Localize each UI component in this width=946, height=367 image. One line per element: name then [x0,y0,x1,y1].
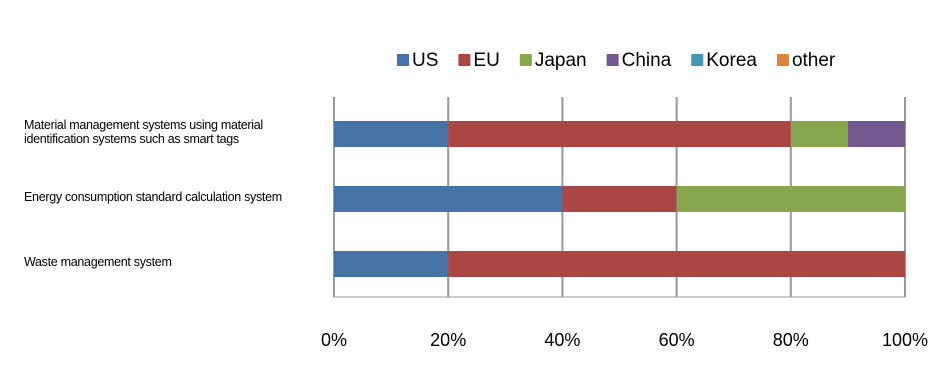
bar-segment [847,121,905,147]
y-tick-label: Material management systems using materi… [24,118,263,146]
legend-label: EU [473,50,499,71]
legend-label: other [792,50,836,71]
legend-swatch [691,54,704,66]
legend-swatch [519,54,532,66]
x-tick-label: 0% [321,330,347,350]
bar-segment [676,186,905,212]
legend-label: China [622,50,672,71]
x-tick-label: 60% [659,330,695,350]
bar-segment [562,186,677,212]
bar-segment [334,251,449,277]
bar-segment [448,251,905,277]
x-tick-label: 20% [430,330,466,350]
legend-swatch [458,54,471,66]
x-tick-label: 80% [773,330,809,350]
x-tick-label: 100% [882,330,928,350]
y-tick-label: Waste management system [24,255,172,269]
legend-swatch [776,54,789,66]
y-tick-label: Energy consumption standard calculation … [24,190,282,204]
bar-segment [448,121,791,147]
legend-label: Korea [706,50,757,71]
x-tick-label: 40% [544,330,580,350]
legend-label: US [412,50,438,71]
legend-swatch [397,54,409,66]
bar-segment [790,121,848,147]
legend-swatch [606,54,619,66]
bar-segment [334,186,563,212]
bar-segment [334,121,449,147]
legend-label: Japan [535,50,587,71]
